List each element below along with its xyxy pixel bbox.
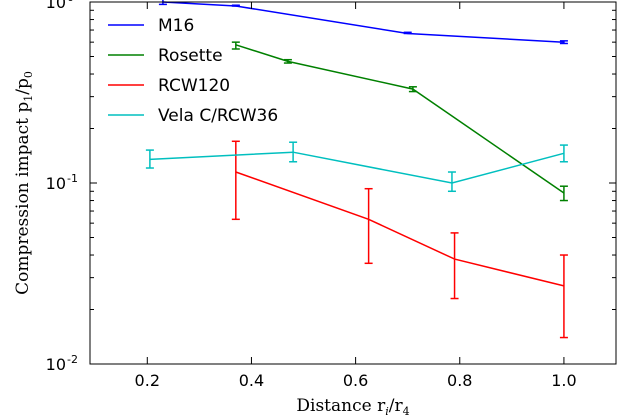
error-bar-rosette <box>231 41 240 50</box>
x-axis-label: Distance ri/r4 <box>296 396 409 418</box>
x-axis-ticks: 0.2 0.4 0.6 0.8 1.0 <box>135 2 577 390</box>
y-tick-label: 10 <box>46 0 66 12</box>
series-line-m16 <box>162 1 564 43</box>
y-axis-ticks: 10-210-1100 <box>46 0 616 374</box>
x-tick-label: 0.4 <box>239 371 264 390</box>
legend-label-vela-c-rcw36: Vela C/RCW36 <box>158 106 278 126</box>
error-bar-vela-c-rcw36 <box>559 144 568 163</box>
y-tick-label: 10 <box>46 355 66 374</box>
y-axis-label: Compression impact p1/p0 <box>13 71 35 295</box>
x-tick-label: 0.2 <box>135 371 160 390</box>
error-bar-rcw120 <box>231 140 240 221</box>
x-tick-label: 0.8 <box>447 371 472 390</box>
error-bar-m16 <box>403 31 412 35</box>
y-tick-exponent: 0 <box>67 0 74 4</box>
series-line-vela-c-rcw36 <box>149 151 565 184</box>
x-tick-label: 0.6 <box>343 371 368 390</box>
chart-marks <box>145 0 568 339</box>
y-tick-exponent: -1 <box>67 172 78 185</box>
error-bar-vela-c-rcw36 <box>289 141 298 163</box>
error-bar-rcw120 <box>450 232 459 300</box>
error-bar-vela-c-rcw36 <box>145 149 154 169</box>
y-tick-exponent: -2 <box>67 353 78 366</box>
series-line-rosette <box>235 44 565 194</box>
error-bar-vela-c-rcw36 <box>447 171 456 193</box>
error-bar-rcw120 <box>559 254 568 339</box>
y-tick-label: 10 <box>46 174 66 193</box>
error-bar-m16 <box>231 4 240 7</box>
legend: M16 Rosette RCW120 Vela C/RCW36 <box>108 16 278 126</box>
error-bar-rosette <box>559 185 568 202</box>
legend-label-m16: M16 <box>158 16 194 36</box>
error-bar-rcw120 <box>364 187 373 265</box>
x-tick-label: 1.0 <box>551 371 576 390</box>
series-line-rcw120 <box>235 171 565 287</box>
legend-label-rosette: Rosette <box>158 46 223 66</box>
legend-label-rcw120: RCW120 <box>158 76 230 96</box>
